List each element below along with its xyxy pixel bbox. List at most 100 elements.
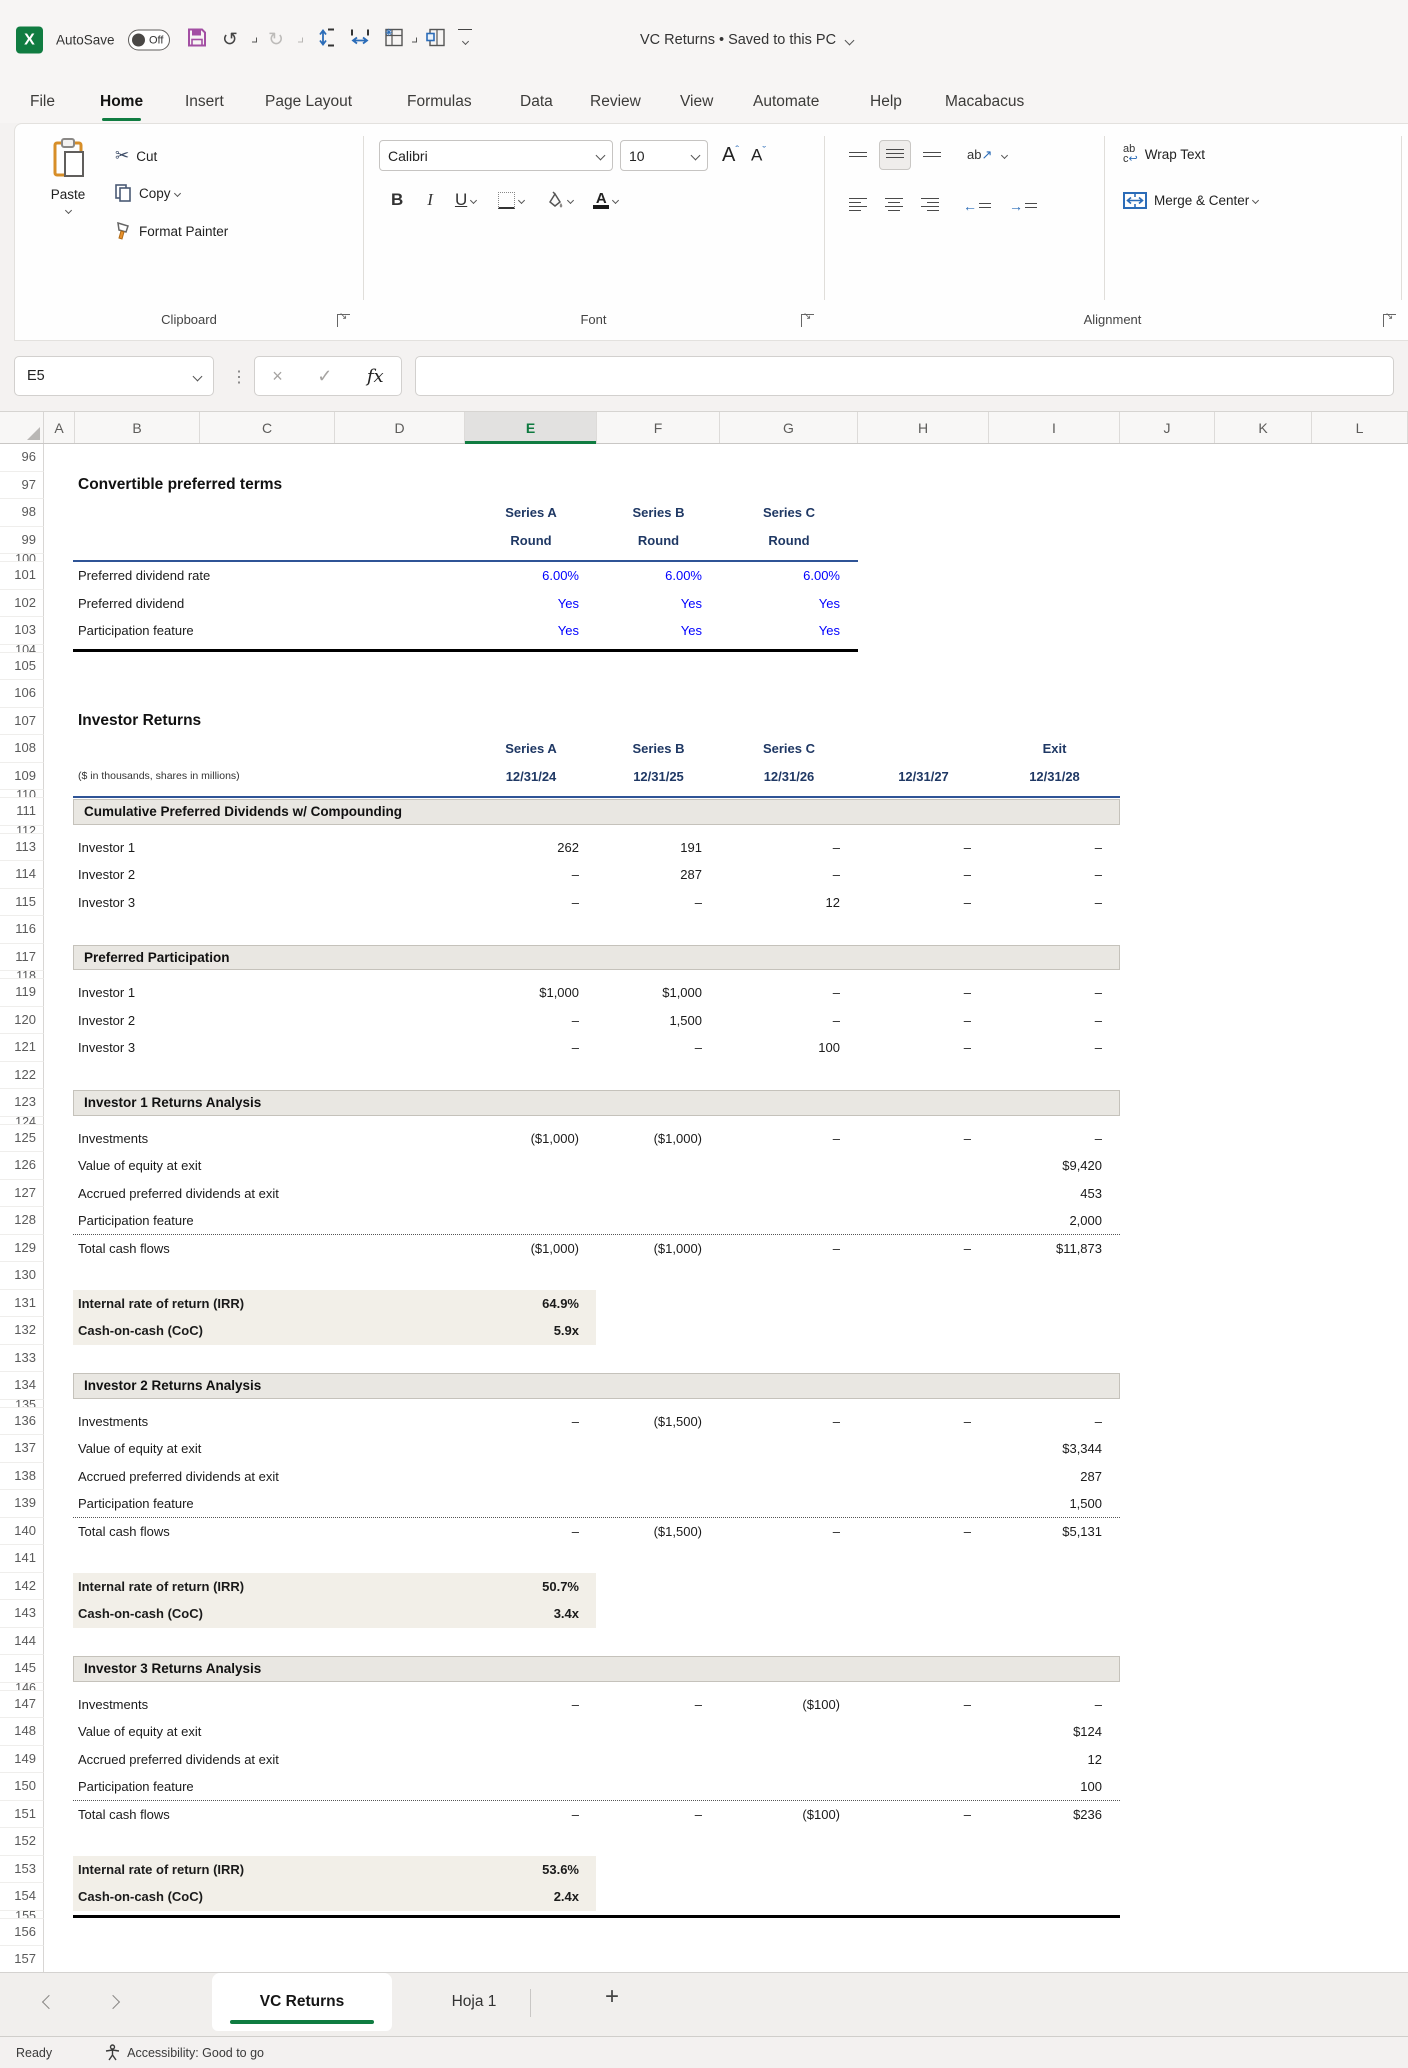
row-number-97[interactable]: 97	[0, 472, 44, 500]
value-cell-G114[interactable]: –	[720, 861, 840, 889]
row-number-112[interactable]: 112	[0, 826, 44, 834]
value-cell-F129[interactable]: ($1,000)	[597, 1235, 702, 1263]
document-title[interactable]: VC Returns • Saved to this PC	[640, 32, 853, 48]
underline-button[interactable]: U	[455, 190, 467, 210]
row-number-98[interactable]: 98	[0, 499, 44, 527]
row-number-152[interactable]: 152	[0, 1828, 44, 1856]
value-cell-G121[interactable]: 100	[720, 1034, 840, 1062]
value-cell-I137[interactable]: $3,344	[989, 1435, 1102, 1463]
line-item-label-cell[interactable]: Preferred dividend	[78, 590, 184, 618]
value-cell-E102[interactable]: Yes	[465, 590, 579, 618]
value-cell-F121[interactable]: –	[597, 1034, 702, 1062]
excel-logo-icon[interactable]: X	[16, 27, 43, 54]
align-bottom-button[interactable]	[917, 143, 947, 168]
metric-label-cell[interactable]: Cash-on-cash (CoC)	[78, 1883, 203, 1911]
decrease-indent-button[interactable]: ←	[957, 193, 997, 219]
column-header-A[interactable]: A	[44, 412, 75, 443]
formula-input[interactable]	[415, 356, 1394, 396]
row-number-140[interactable]: 140	[0, 1518, 44, 1546]
sheet-title-cell[interactable]: Convertible preferred terms	[78, 472, 282, 500]
bold-button[interactable]: B	[391, 190, 403, 210]
value-cell-H113[interactable]: –	[858, 834, 971, 862]
value-cell-I126[interactable]: $9,420	[989, 1152, 1102, 1180]
row-number-99[interactable]: 99	[0, 527, 44, 555]
formula-bar-drag-handle[interactable]: ⋮	[231, 367, 248, 387]
value-cell-G120[interactable]: –	[720, 1007, 840, 1035]
line-item-label-cell[interactable]: Participation feature	[78, 1207, 194, 1235]
value-cell-G113[interactable]: –	[720, 834, 840, 862]
row-number-113[interactable]: 113	[0, 834, 44, 862]
orientation-button[interactable]: ab↗	[961, 142, 998, 168]
autosave-toggle[interactable]: Off	[128, 30, 170, 51]
redo-icon[interactable]: ↻	[268, 29, 284, 52]
metric-value-cell-E131[interactable]: 64.9%	[465, 1290, 579, 1318]
column-head-cell-G109[interactable]: 12/31/26	[720, 763, 858, 791]
value-cell-F114[interactable]: 287	[597, 861, 702, 889]
row-number-103[interactable]: 103	[0, 617, 44, 645]
column-header-F[interactable]: F	[597, 412, 720, 443]
value-cell-H121[interactable]: –	[858, 1034, 971, 1062]
value-cell-I151[interactable]: $236	[989, 1801, 1102, 1829]
orientation-dropdown-icon[interactable]	[1001, 151, 1008, 158]
column-head-cell-F109[interactable]: 12/31/25	[597, 763, 720, 791]
line-item-label-cell[interactable]: Value of equity at exit	[78, 1152, 201, 1180]
clipboard-dialog-launcher-icon[interactable]	[337, 314, 350, 327]
ribbon-tab-automate[interactable]: Automate	[753, 80, 819, 123]
row-number-155[interactable]: 155	[0, 1911, 44, 1919]
line-item-label-cell[interactable]: Accrued preferred dividends at exit	[78, 1180, 279, 1208]
value-cell-E113[interactable]: 262	[465, 834, 579, 862]
ribbon-tab-help[interactable]: Help	[870, 80, 902, 123]
save-icon[interactable]	[186, 27, 208, 54]
value-cell-F115[interactable]: –	[597, 889, 702, 917]
row-number-128[interactable]: 128	[0, 1207, 44, 1235]
row-number-129[interactable]: 129	[0, 1235, 44, 1263]
row-number-150[interactable]: 150	[0, 1773, 44, 1801]
row-number-116[interactable]: 116	[0, 916, 44, 944]
row-number-157[interactable]: 157	[0, 1946, 44, 1972]
ribbon-tab-home[interactable]: Home	[100, 80, 143, 123]
column-head-cell-I108[interactable]: Exit	[989, 735, 1120, 763]
line-item-label-cell[interactable]: Investor 1	[78, 834, 135, 862]
align-middle-button[interactable]	[879, 140, 911, 170]
value-cell-F151[interactable]: –	[597, 1801, 702, 1829]
value-cell-E114[interactable]: –	[465, 861, 579, 889]
row-number-110[interactable]: 110	[0, 790, 44, 798]
name-box[interactable]: E5	[14, 356, 214, 396]
line-item-label-cell[interactable]: Investments	[78, 1125, 148, 1153]
fit-row-height-icon[interactable]	[316, 28, 336, 53]
value-cell-I115[interactable]: –	[989, 889, 1102, 917]
line-item-label-cell[interactable]: Investor 2	[78, 861, 135, 889]
row-number-135[interactable]: 135	[0, 1400, 44, 1408]
value-cell-F103[interactable]: Yes	[597, 617, 702, 645]
value-cell-E121[interactable]: –	[465, 1034, 579, 1062]
row-number-143[interactable]: 143	[0, 1600, 44, 1628]
line-item-label-cell[interactable]: Preferred dividend rate	[78, 562, 210, 590]
row-number-139[interactable]: 139	[0, 1490, 44, 1518]
value-cell-E119[interactable]: $1,000	[465, 979, 579, 1007]
metric-label-cell[interactable]: Internal rate of return (IRR)	[78, 1856, 244, 1884]
metric-value-cell-E143[interactable]: 3.4x	[465, 1600, 579, 1628]
row-number-100[interactable]: 100	[0, 554, 44, 562]
metric-label-cell[interactable]: Internal rate of return (IRR)	[78, 1573, 244, 1601]
row-number-156[interactable]: 156	[0, 1919, 44, 1947]
value-cell-G119[interactable]: –	[720, 979, 840, 1007]
row-number-132[interactable]: 132	[0, 1317, 44, 1345]
row-number-111[interactable]: 111	[0, 798, 44, 826]
value-cell-G129[interactable]: –	[720, 1235, 840, 1263]
value-cell-E136[interactable]: –	[465, 1408, 579, 1436]
value-cell-F125[interactable]: ($1,000)	[597, 1125, 702, 1153]
line-item-label-cell[interactable]: Participation feature	[78, 617, 194, 645]
shrink-font-button[interactable]: Aˇ	[751, 145, 766, 166]
value-cell-I148[interactable]: $124	[989, 1718, 1102, 1746]
value-cell-H115[interactable]: –	[858, 889, 971, 917]
value-cell-H129[interactable]: –	[858, 1235, 971, 1263]
value-cell-F136[interactable]: ($1,500)	[597, 1408, 702, 1436]
value-cell-I136[interactable]: –	[989, 1408, 1102, 1436]
row-number-121[interactable]: 121	[0, 1034, 44, 1062]
value-cell-G151[interactable]: ($100)	[720, 1801, 840, 1829]
metric-label-cell[interactable]: Cash-on-cash (CoC)	[78, 1600, 203, 1628]
sheet-title-cell[interactable]: Investor Returns	[78, 708, 201, 736]
ribbon-tab-insert[interactable]: Insert	[185, 80, 224, 123]
fill-color-icon[interactable]	[544, 191, 564, 210]
value-cell-F140[interactable]: ($1,500)	[597, 1518, 702, 1546]
